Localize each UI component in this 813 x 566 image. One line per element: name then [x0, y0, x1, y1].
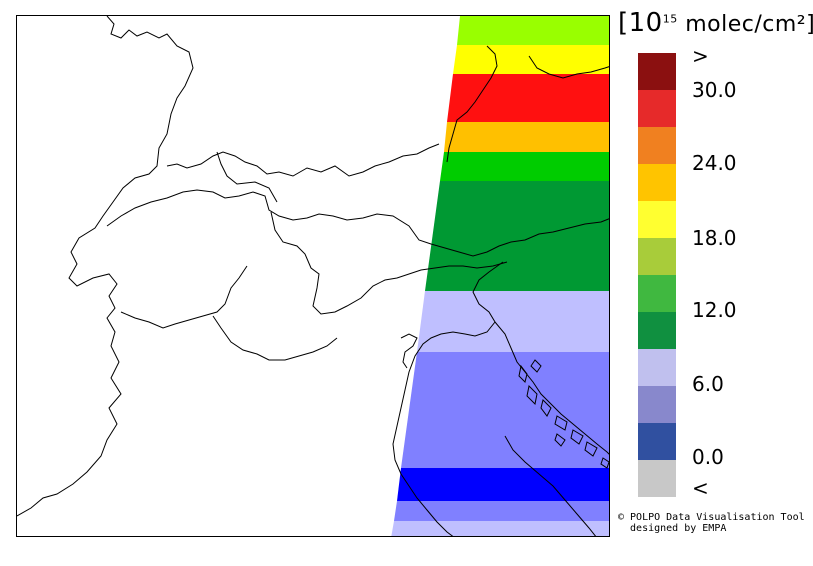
swath-band [401, 352, 609, 468]
swath-band [391, 521, 609, 536]
border-line [166, 143, 440, 177]
credit-line-2: designed by EMPA [618, 523, 727, 534]
credit-line-1: © POLPO Data Visualisation Tool [618, 512, 805, 523]
legend-swatch [638, 275, 676, 312]
swath-band [417, 291, 609, 352]
legend-swatch [638, 53, 676, 90]
island [570, 429, 584, 445]
border-line [216, 151, 278, 203]
coastline [400, 333, 418, 369]
legend-swatch [638, 90, 676, 127]
swath-band [457, 16, 609, 45]
swath-band [425, 181, 609, 291]
unit-prefix: [10 [618, 8, 663, 38]
legend-swatch [638, 238, 676, 275]
legend-swatch [638, 201, 676, 238]
legend-tick-lt: < [692, 476, 709, 500]
legend-swatch [638, 349, 676, 386]
swath-band [444, 122, 609, 152]
legend-tick-18: 18.0 [692, 226, 737, 250]
island [600, 457, 609, 469]
coastline [392, 261, 504, 536]
map-canvas [17, 16, 609, 536]
legend-tick-6: 6.0 [692, 372, 724, 396]
border-line [270, 211, 508, 315]
unit-exponent: 15 [662, 12, 678, 26]
border-line [17, 16, 194, 517]
island [530, 359, 542, 373]
island [518, 364, 528, 383]
legend-tick-12: 12.0 [692, 298, 737, 322]
coastline [504, 435, 597, 536]
legend-tick-30: 30.0 [692, 78, 737, 102]
unit-suffix: molec/cm²] [677, 12, 813, 37]
coastline [528, 55, 609, 79]
island [584, 441, 598, 457]
satellite-swath [391, 16, 609, 536]
island [554, 433, 566, 447]
swath-band [447, 74, 609, 122]
swath-band [397, 468, 609, 501]
color-legend [638, 53, 676, 497]
legend-swatch [638, 312, 676, 349]
legend-tick-24: 24.0 [692, 151, 737, 175]
coastline [446, 45, 498, 163]
island [526, 384, 538, 406]
map-frame [16, 15, 610, 537]
border-line [120, 265, 248, 329]
border-line [212, 315, 338, 361]
swath-band [440, 152, 609, 181]
legend-swatch [638, 460, 676, 497]
coastline [494, 321, 609, 455]
credit-text: © POLPO Data Visualisation Tool designed… [618, 512, 805, 534]
border-line [106, 189, 609, 257]
legend-swatch [638, 164, 676, 201]
legend-tick-gt: > [692, 44, 709, 68]
swath-band [394, 501, 609, 521]
unit-label: [1015 molec/cm²] [618, 8, 813, 38]
legend-swatch [638, 386, 676, 423]
legend-swatch [638, 423, 676, 460]
island [554, 415, 568, 431]
legend-tick-0: 0.0 [692, 445, 724, 469]
country-borders [17, 16, 609, 536]
legend-swatch [638, 127, 676, 164]
island [540, 399, 552, 417]
